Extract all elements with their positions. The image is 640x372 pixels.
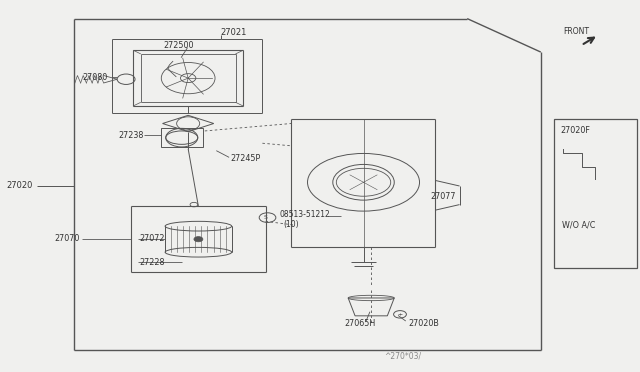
Text: 27021: 27021: [221, 28, 247, 37]
Circle shape: [194, 237, 203, 242]
Text: 08513-51212: 08513-51212: [279, 210, 330, 219]
Text: S: S: [264, 215, 268, 220]
Text: FRONT: FRONT: [563, 27, 589, 36]
Bar: [554, 119, 637, 268]
Text: 27065H: 27065H: [344, 319, 376, 328]
Text: W/O A/C: W/O A/C: [562, 221, 595, 230]
Text: 27228: 27228: [140, 258, 165, 267]
Text: (10): (10): [284, 220, 299, 229]
Text: 27238: 27238: [118, 131, 144, 140]
Text: 27077: 27077: [430, 192, 456, 201]
Text: 27080: 27080: [82, 73, 107, 82]
Text: 27020B: 27020B: [408, 319, 439, 328]
Text: 27245P: 27245P: [230, 154, 260, 163]
Text: ^270*03/: ^270*03/: [384, 352, 421, 361]
Text: 27070: 27070: [54, 234, 80, 243]
Text: 272500: 272500: [164, 41, 195, 50]
Text: 27020: 27020: [6, 182, 33, 190]
Text: 27072: 27072: [140, 234, 165, 243]
Text: 27020F: 27020F: [560, 126, 590, 135]
Bar: [161, 128, 202, 147]
